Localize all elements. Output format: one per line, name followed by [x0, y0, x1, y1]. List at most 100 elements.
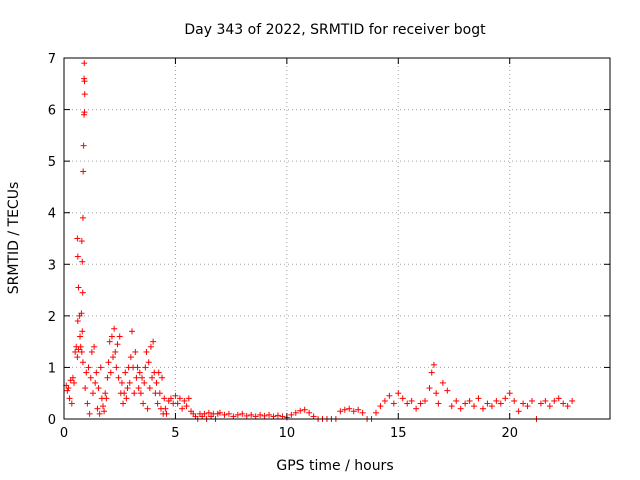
- data-point: [69, 374, 76, 381]
- data-point: [66, 395, 73, 402]
- data-point: [101, 408, 108, 415]
- data-point: [127, 354, 134, 361]
- data-point: [373, 409, 379, 416]
- y-tick-label: 2: [48, 310, 56, 325]
- x-tick-label: 10: [279, 426, 296, 441]
- data-point: [132, 348, 139, 355]
- data-point: [248, 411, 255, 418]
- data-point: [159, 374, 166, 381]
- data-point: [83, 369, 90, 376]
- grid-lines: [64, 58, 610, 419]
- data-point: [65, 385, 72, 392]
- data-point: [121, 390, 128, 397]
- data-point: [439, 379, 446, 386]
- data-point: [71, 379, 78, 386]
- data-point: [479, 405, 486, 412]
- data-point: [72, 348, 79, 355]
- data-point: [80, 142, 87, 149]
- data-series-srmtid: [63, 60, 576, 422]
- data-point: [143, 348, 150, 355]
- data-point: [74, 235, 81, 242]
- data-point: [252, 413, 259, 420]
- data-point: [569, 397, 576, 404]
- data-point: [225, 410, 232, 417]
- data-point: [81, 60, 88, 67]
- data-point: [185, 395, 192, 402]
- data-point: [81, 91, 88, 98]
- data-point: [355, 406, 362, 413]
- data-point: [102, 390, 109, 397]
- data-point: [145, 359, 152, 366]
- data-point: [100, 403, 106, 410]
- data-point: [542, 397, 549, 404]
- data-point: [217, 409, 223, 416]
- y-tick-label: 6: [48, 104, 56, 119]
- data-point: [381, 397, 388, 404]
- data-point: [471, 403, 478, 410]
- data-point: [142, 364, 149, 371]
- data-point: [78, 238, 85, 245]
- data-point: [79, 214, 86, 221]
- data-point: [112, 348, 119, 355]
- data-point: [141, 379, 148, 386]
- data-point: [133, 374, 140, 381]
- data-point: [107, 369, 114, 376]
- data-point: [515, 408, 522, 415]
- data-point: [79, 359, 86, 366]
- data-point: [390, 400, 397, 407]
- data-point: [181, 397, 188, 404]
- data-point: [93, 369, 100, 376]
- data-point: [422, 397, 429, 404]
- data-point: [82, 385, 89, 392]
- data-point: [140, 400, 147, 407]
- data-point: [124, 385, 131, 392]
- data-point: [488, 403, 495, 410]
- data-point: [413, 405, 420, 412]
- data-point: [161, 395, 168, 402]
- data-point: [292, 409, 299, 416]
- data-point: [448, 403, 455, 410]
- data-point: [134, 364, 141, 371]
- data-point: [68, 400, 75, 407]
- y-tick-label: 5: [48, 155, 56, 170]
- data-point: [122, 369, 129, 376]
- data-point: [564, 403, 571, 410]
- data-point: [274, 412, 281, 419]
- data-point: [484, 400, 491, 407]
- data-point: [462, 400, 469, 407]
- data-point: [144, 405, 151, 412]
- data-point: [80, 168, 87, 175]
- data-point: [230, 413, 237, 420]
- data-point: [560, 400, 567, 407]
- data-point: [205, 409, 212, 416]
- data-point: [136, 369, 143, 376]
- data-point: [88, 348, 95, 355]
- data-point: [270, 413, 277, 420]
- data-point: [87, 374, 94, 381]
- data-point: [96, 410, 103, 417]
- data-point: [279, 413, 286, 420]
- data-point: [386, 392, 393, 399]
- data-point: [81, 78, 88, 85]
- data-point: [137, 390, 144, 397]
- data-point: [174, 400, 181, 407]
- data-point: [147, 343, 154, 350]
- data-point: [417, 400, 424, 407]
- data-point: [103, 395, 110, 402]
- data-point: [511, 397, 518, 404]
- data-point: [74, 253, 81, 260]
- data-point: [85, 364, 92, 371]
- data-point: [301, 406, 308, 413]
- data-point: [435, 400, 442, 407]
- y-tick-label: 3: [48, 258, 56, 273]
- data-point: [131, 390, 138, 397]
- data-point: [154, 400, 161, 407]
- data-point: [377, 403, 384, 410]
- data-point: [162, 405, 169, 412]
- data-point: [172, 392, 179, 399]
- data-point: [128, 328, 135, 335]
- data-point: [135, 385, 142, 392]
- data-point: [297, 407, 304, 414]
- data-point: [79, 328, 86, 335]
- data-point: [288, 411, 295, 418]
